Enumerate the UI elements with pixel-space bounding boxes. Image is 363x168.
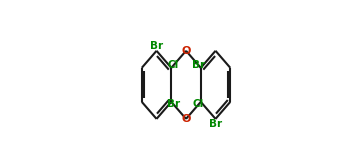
- Text: O: O: [182, 46, 191, 56]
- Text: Br: Br: [192, 60, 205, 70]
- Text: Cl: Cl: [193, 99, 204, 109]
- Text: Cl: Cl: [168, 60, 179, 70]
- Text: Br: Br: [209, 119, 222, 129]
- Text: Br: Br: [150, 41, 163, 51]
- Text: Br: Br: [167, 99, 180, 109]
- Text: O: O: [182, 114, 191, 124]
